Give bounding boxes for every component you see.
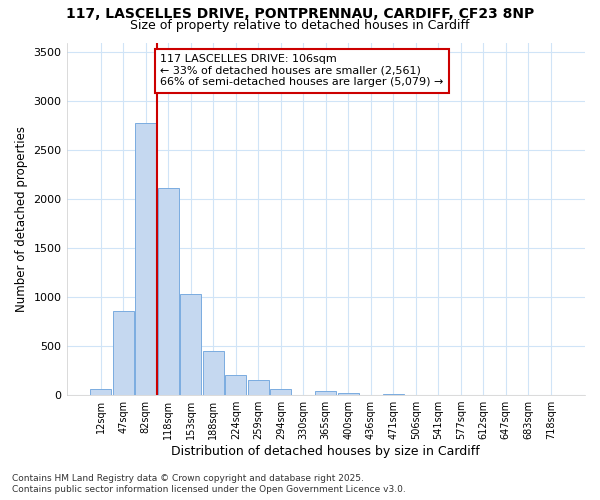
Bar [225, 374, 247, 394]
Bar [315, 391, 337, 394]
Bar [135, 122, 157, 394]
Bar [90, 389, 112, 394]
Bar [338, 392, 359, 394]
Bar [248, 380, 269, 394]
Bar [270, 388, 292, 394]
Y-axis label: Number of detached properties: Number of detached properties [15, 126, 28, 312]
Text: 117 LASCELLES DRIVE: 106sqm
← 33% of detached houses are smaller (2,561)
66% of : 117 LASCELLES DRIVE: 106sqm ← 33% of det… [160, 54, 444, 88]
Text: 117, LASCELLES DRIVE, PONTPRENNAU, CARDIFF, CF23 8NP: 117, LASCELLES DRIVE, PONTPRENNAU, CARDI… [66, 8, 534, 22]
Bar [158, 188, 179, 394]
Bar [113, 312, 134, 394]
Bar [180, 294, 202, 394]
X-axis label: Distribution of detached houses by size in Cardiff: Distribution of detached houses by size … [172, 444, 480, 458]
Text: Contains HM Land Registry data © Crown copyright and database right 2025.
Contai: Contains HM Land Registry data © Crown c… [12, 474, 406, 494]
Bar [203, 350, 224, 395]
Text: Size of property relative to detached houses in Cardiff: Size of property relative to detached ho… [130, 19, 470, 32]
